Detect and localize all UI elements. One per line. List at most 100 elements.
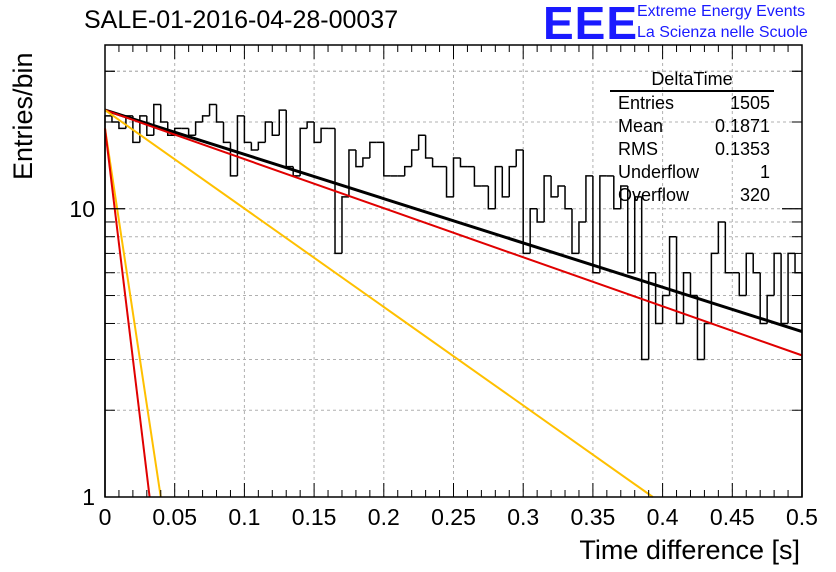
x-tick-labels: 0 0.05 0.1 0.15 0.2 0.25 0.3 0.35 0.4 0.45 0.5	[99, 504, 818, 530]
histogram-bin	[633, 196, 642, 273]
axis-ticks	[104, 45, 803, 497]
x-tick-label: 0.35	[571, 504, 616, 530]
histogram-bin	[424, 135, 433, 159]
stats-value: 0.1353	[714, 139, 770, 159]
histogram-bin	[473, 166, 482, 187]
y-tick-label: 1	[82, 484, 95, 510]
histogram-bin	[654, 272, 663, 325]
stats-value: 0.1871	[714, 116, 770, 136]
histogram-bin	[431, 158, 440, 168]
stats-label: Overflow	[618, 185, 690, 205]
histogram-bin	[410, 149, 419, 167]
eee-logo: EEE	[543, 0, 639, 49]
histogram-bin	[369, 141, 377, 159]
histogram-bin	[557, 185, 566, 197]
histogram-bin	[355, 149, 363, 168]
x-tick-label: 0.5	[786, 504, 818, 530]
fit-curves	[104, 108, 803, 498]
histogram-bin	[236, 115, 245, 176]
stats-value: 1505	[729, 93, 770, 113]
histogram-bin	[571, 208, 579, 255]
histogram-bin	[194, 121, 203, 136]
stats-row: Entries 1505	[606, 92, 778, 115]
histogram-bin	[724, 221, 733, 274]
histogram-bin	[250, 142, 259, 151]
x-tick-label: 0.2	[368, 504, 400, 530]
x-tick-label: 0.1	[228, 504, 260, 530]
histogram-bin	[348, 149, 356, 197]
stats-label: Mean	[618, 116, 664, 136]
histogram-bin	[627, 185, 635, 274]
histogram-bin	[794, 253, 803, 497]
histogram-bin	[780, 253, 789, 325]
histogram-bin	[703, 322, 712, 360]
histogram-bin	[668, 235, 677, 296]
x-axis-label: Time difference [s]	[579, 535, 800, 565]
histogram-bin	[710, 252, 719, 324]
histogram-bin	[208, 103, 217, 116]
stats-title: DeltaTime	[610, 68, 774, 92]
histogram-bin	[501, 166, 510, 198]
histogram-bin	[487, 185, 496, 210]
fit-curve-black	[104, 108, 803, 333]
histogram-bin	[515, 149, 524, 167]
histogram-bin	[543, 175, 552, 222]
histogram-bin	[306, 121, 315, 129]
histogram-bin	[620, 185, 628, 209]
histogram-bin	[773, 252, 782, 296]
histogram-bin	[592, 175, 600, 274]
histogram-bin	[494, 165, 503, 209]
histogram-bin	[341, 196, 349, 254]
histogram-bin	[187, 128, 196, 136]
y-tick-label: 10	[69, 196, 95, 222]
histogram-bin	[160, 104, 168, 123]
histogram-bin	[215, 104, 224, 123]
histogram-bin	[459, 158, 468, 168]
histogram-bin	[682, 271, 691, 324]
histogram-bin	[257, 141, 266, 150]
histogram-bin	[745, 252, 754, 296]
stats-label: Entries	[618, 93, 675, 113]
histogram-bin	[417, 134, 426, 150]
histogram-bin	[313, 122, 322, 144]
logo-line-1: Extreme Energy Events	[637, 3, 806, 20]
logo-line-2: La Scienza nelle Scuole	[637, 24, 808, 41]
stats-box: DeltaTime Entries 1505 Mean 0.1871 RMS 0…	[606, 68, 778, 207]
histogram-bin	[661, 294, 670, 324]
histogram-bin	[264, 121, 273, 143]
histogram-bin	[717, 221, 726, 254]
histogram-bin	[647, 271, 656, 360]
histogram-bin	[118, 122, 126, 130]
histogram-bin	[529, 208, 538, 254]
histogram-bin	[362, 157, 370, 167]
histogram-bin	[550, 175, 559, 198]
histogram-bin	[452, 157, 461, 197]
stats-row: Underflow 1	[606, 161, 778, 184]
histogram-bin	[320, 127, 329, 143]
y-axis-label: Entries/bin	[8, 52, 38, 180]
stats-value: 320	[739, 185, 770, 205]
histogram-bin	[383, 142, 391, 177]
histogram-bin	[599, 175, 607, 273]
histogram-bin	[132, 115, 140, 144]
histogram-bin	[278, 109, 287, 136]
fit-curve-red	[104, 109, 803, 357]
histogram-bin	[403, 165, 412, 176]
fit-curve-yellow	[104, 128, 162, 498]
histogram-bin	[738, 272, 747, 297]
histogram-bin	[564, 185, 572, 210]
stats-row: RMS 0.1353	[606, 138, 778, 161]
stats-label: RMS	[618, 139, 658, 159]
stats-row: Mean 0.1871	[606, 115, 778, 138]
histogram-bin	[299, 127, 308, 176]
histogram-bin	[522, 149, 531, 255]
fit-curve-yellow	[104, 109, 654, 498]
fit-curve-red	[104, 128, 151, 498]
histogram-bin	[787, 252, 796, 324]
histogram-bars	[104, 103, 803, 497]
histogram-bin	[689, 272, 698, 297]
histogram-bin	[285, 110, 294, 168]
stats-row: Overflow 320	[606, 184, 778, 207]
histogram-bin	[675, 236, 684, 325]
